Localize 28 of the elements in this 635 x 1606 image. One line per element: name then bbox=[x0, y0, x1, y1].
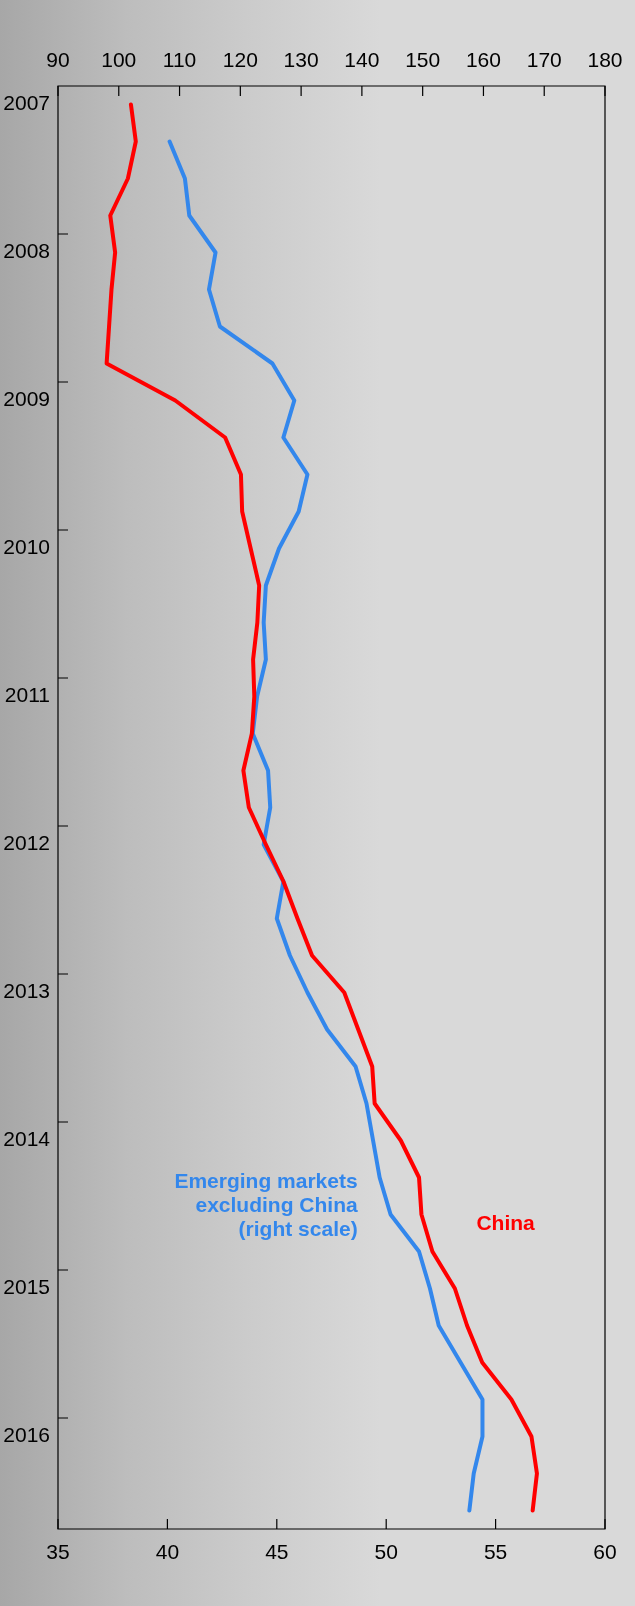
x-tick-label: 50 bbox=[374, 1540, 398, 1564]
y-tick-label: 2016 bbox=[3, 1423, 50, 1447]
x2-tick-label: 170 bbox=[526, 48, 562, 72]
x-tick-label: 35 bbox=[46, 1540, 70, 1564]
x2-tick-label: 180 bbox=[587, 48, 623, 72]
y-tick-label: 2011 bbox=[4, 683, 50, 707]
y-tick-label: 2010 bbox=[3, 535, 50, 559]
x2-tick-label: 90 bbox=[46, 48, 70, 72]
x2-tick-label: 150 bbox=[405, 48, 441, 72]
x-tick-label: 55 bbox=[483, 1540, 508, 1564]
x2-tick-label: 140 bbox=[344, 48, 380, 72]
y-tick-label: 2014 bbox=[3, 1127, 51, 1151]
y-tick-label: 2013 bbox=[3, 979, 50, 1003]
x-tick-label: 40 bbox=[155, 1540, 180, 1564]
x-tick-label: 45 bbox=[265, 1540, 289, 1564]
y-tick-label: 2009 bbox=[3, 387, 50, 411]
x-tick-label: 60 bbox=[593, 1540, 617, 1564]
x2-tick-label: 160 bbox=[465, 48, 501, 72]
x2-tick-label: 100 bbox=[101, 48, 137, 72]
text: China bbox=[476, 1211, 536, 1235]
y-tick-label: 2012 bbox=[3, 831, 50, 855]
x2-tick-label: 110 bbox=[162, 48, 197, 72]
y-tick-label: 2008 bbox=[3, 239, 50, 263]
y-tick-label: 2007 bbox=[3, 91, 50, 115]
series-label: Emerging markets excluding China (right scale) bbox=[174, 1169, 358, 1241]
y-tick-label: 2015 bbox=[3, 1275, 50, 1299]
x2-tick-label: 130 bbox=[283, 48, 319, 72]
x2-tick-label: 120 bbox=[222, 48, 258, 72]
